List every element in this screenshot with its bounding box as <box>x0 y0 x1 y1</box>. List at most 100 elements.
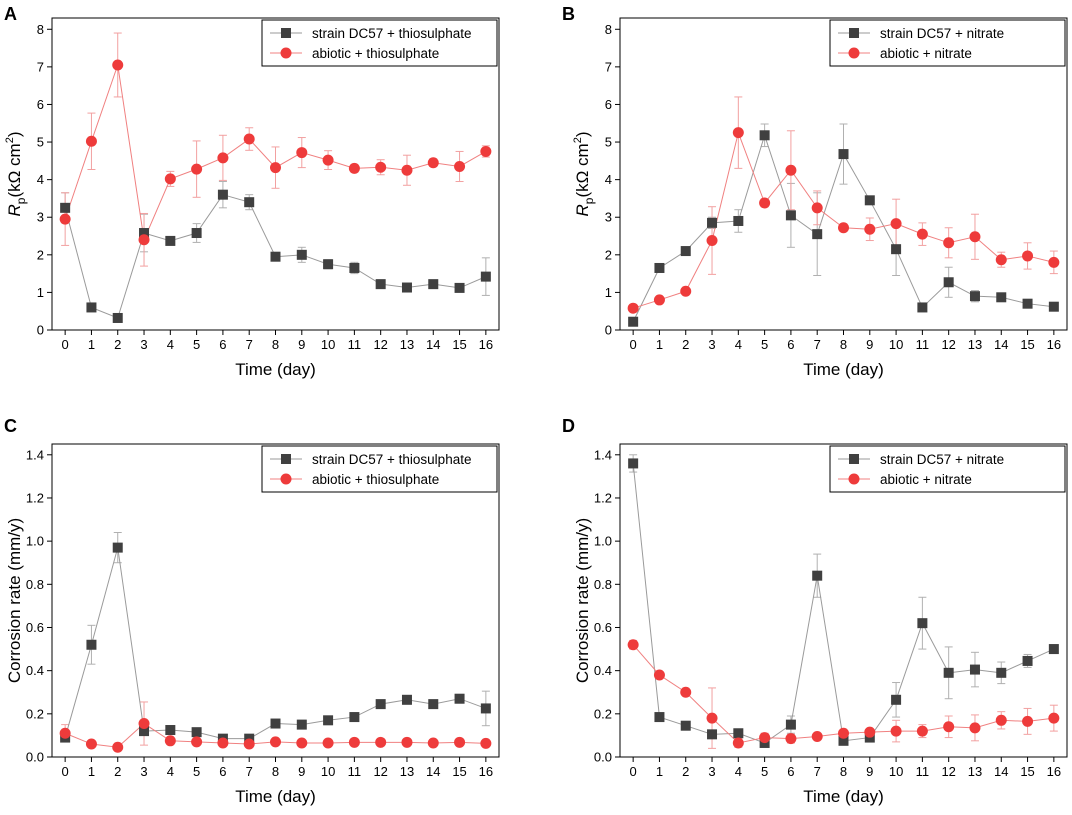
abiotic-data-point <box>943 721 955 733</box>
strain-data-point <box>969 664 980 675</box>
y-tick-label: 1.4 <box>26 447 44 462</box>
abiotic-data-point <box>995 254 1007 266</box>
abiotic-data-point <box>785 164 797 176</box>
legend-abiotic-label: abiotic + nitrate <box>880 472 972 487</box>
strain-data-point <box>943 277 954 288</box>
abiotic-data-point <box>85 135 97 147</box>
x-tick-label: 12 <box>373 337 387 352</box>
strain-data-point <box>454 282 465 293</box>
abiotic-data-point <box>480 737 492 749</box>
strain-data-point <box>375 699 386 710</box>
strain-data-point <box>86 639 97 650</box>
strain-data-point <box>139 228 150 239</box>
x-tick-label: 10 <box>321 337 335 352</box>
y-tick-label: 6 <box>37 97 44 112</box>
x-tick-label: 14 <box>426 764 440 779</box>
abiotic-data-point <box>995 714 1007 726</box>
abiotic-data-point <box>943 237 955 249</box>
x-tick-label: 2 <box>682 764 689 779</box>
panel-d: D 0.00.20.40.60.81.01.21.40 1 2 3 4 5 6 7 8 9 10 11… <box>562 416 1068 806</box>
abiotic-data-point <box>427 157 439 169</box>
legend-abiotic-marker <box>848 47 860 59</box>
strain-data-point <box>296 719 307 730</box>
abiotic-data-point <box>112 59 124 71</box>
x-tick-label: 1 <box>656 337 663 352</box>
y-tick-label: 2 <box>605 247 612 262</box>
y-tick-label: 2 <box>37 247 44 262</box>
abiotic-data-point <box>164 735 176 747</box>
abiotic-data-point <box>838 222 849 234</box>
abiotic-data-point <box>401 164 413 176</box>
abiotic-data-point <box>706 712 718 724</box>
strain-data-point <box>191 727 202 738</box>
legend-box <box>261 445 498 493</box>
x-axis-label: Time (day) <box>803 360 884 379</box>
y-tick-label: 0.2 <box>26 706 44 721</box>
abiotic-data-point <box>375 736 387 748</box>
abiotic-data-point <box>270 162 281 174</box>
x-tick-label: 6 <box>787 764 794 779</box>
x-tick-label: 9 <box>298 337 305 352</box>
abiotic-data-point <box>296 737 308 749</box>
abiotic-data-point <box>969 722 981 734</box>
abiotic-data-point <box>759 732 771 744</box>
panel-c: C 0.00.20.40.60.81.01.21.40 1 2 3 4 5 6 7 8 9 10 11… <box>4 416 500 806</box>
strain-data-point <box>628 458 639 469</box>
y-tick-label: 1.0 <box>26 534 44 549</box>
legend-strain-label: strain DC57 + nitrate <box>880 452 1004 467</box>
legend-box <box>261 19 498 67</box>
strain-data-point <box>1048 644 1059 655</box>
x-tick-label: 4 <box>735 764 742 779</box>
panel-letter-b: B <box>562 4 575 24</box>
y-tick-label: 0.8 <box>26 577 44 592</box>
strain-data-point <box>86 302 97 313</box>
abiotic-data-point <box>454 736 466 748</box>
strain-data-point <box>244 197 255 208</box>
y-axis-label-part: (kΩ cm <box>573 143 592 197</box>
x-tick-label: 10 <box>889 337 903 352</box>
strain-data-point <box>401 694 412 705</box>
legend-box <box>829 445 1066 493</box>
x-tick-label: 13 <box>968 764 982 779</box>
panel-letter-c: C <box>4 416 17 436</box>
x-tick-label: 0 <box>630 337 637 352</box>
abiotic-data-point <box>480 145 492 157</box>
x-tick-label: 2 <box>114 764 121 779</box>
strain-data-point <box>812 570 823 581</box>
x-tick-label: 5 <box>761 764 768 779</box>
y-tick-label: 6 <box>605 97 612 112</box>
abiotic-data-point <box>759 197 771 209</box>
y-tick-label: 0.2 <box>594 706 612 721</box>
abiotic-data-point <box>706 235 718 247</box>
strain-data-point <box>349 262 360 273</box>
x-tick-label: 11 <box>348 764 362 779</box>
strain-data-point <box>191 228 202 239</box>
abiotic-data-point <box>348 162 360 174</box>
abiotic-data-point <box>627 302 639 314</box>
abiotic-data-point <box>322 737 334 749</box>
strain-data-point <box>707 217 718 228</box>
x-tick-label: 11 <box>916 764 930 779</box>
x-tick-label: 16 <box>479 764 493 779</box>
legend-abiotic-label: abiotic + thiosulphate <box>312 46 439 61</box>
strain-data-point <box>112 542 123 553</box>
strain-data-point <box>812 229 823 240</box>
y-tick-label: 3 <box>37 210 44 225</box>
y-axis-label-part: p <box>14 197 28 204</box>
strain-data-point <box>401 282 412 293</box>
strain-data-point <box>733 728 744 739</box>
abiotic-data-point <box>243 133 255 145</box>
abiotic-data-point <box>59 213 71 225</box>
strain-data-point <box>680 246 691 257</box>
abiotic-data-point <box>427 737 439 749</box>
abiotic-data-point <box>296 147 308 159</box>
strain-data-point <box>943 667 954 678</box>
abiotic-data-point <box>864 223 876 235</box>
abiotic-data-point <box>864 726 876 738</box>
y-axis-label-part: R <box>5 204 24 216</box>
legend-abiotic-marker <box>280 473 292 485</box>
panel-letter-a: A <box>4 4 17 24</box>
strain-data-point <box>217 189 228 200</box>
strain-data-point <box>428 279 439 290</box>
